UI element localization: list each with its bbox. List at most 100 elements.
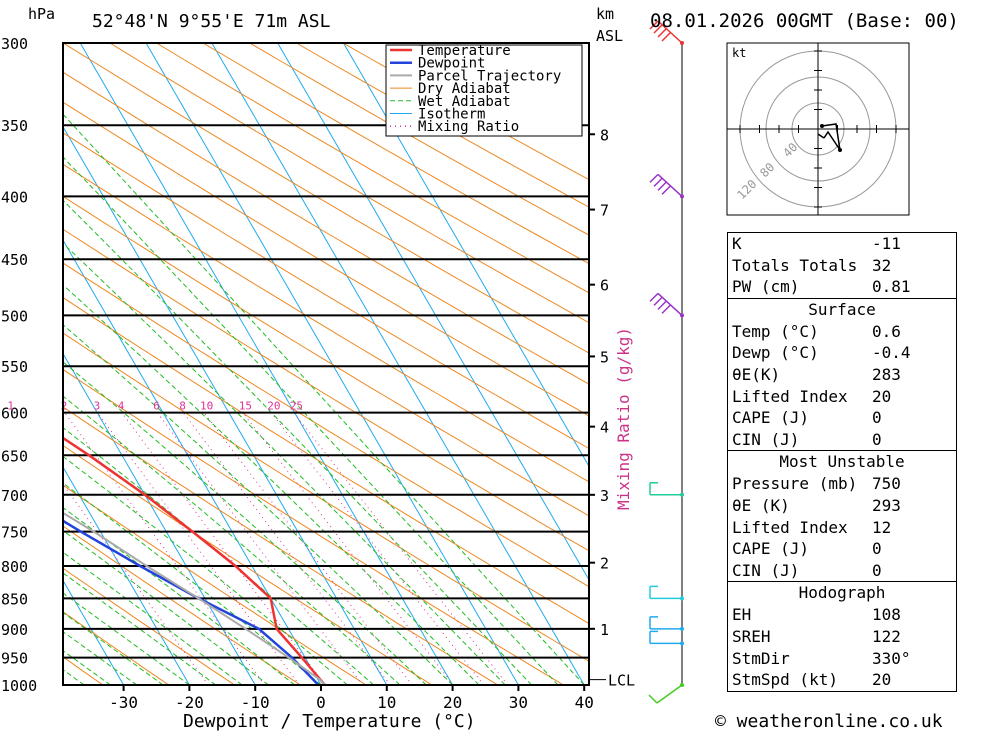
wind-barb xyxy=(649,616,682,630)
mixing-ratio-label: 1 xyxy=(7,400,14,413)
index-row: PW (cm) 0.81 xyxy=(728,276,956,298)
barb-shaft xyxy=(649,292,683,316)
pressure-tick-label: 350 xyxy=(1,117,28,135)
pressure-tick-label: 900 xyxy=(1,621,28,639)
temperature-line xyxy=(63,436,326,685)
dry-adiabat-line xyxy=(63,611,169,685)
index-row: Temp (°C) 0.6 xyxy=(728,321,956,343)
km-tick-label: 1 xyxy=(600,621,609,639)
legend-entry: Mixing Ratio xyxy=(418,119,519,135)
index-row: θE (K) 293 xyxy=(728,495,956,517)
index-label: Pressure (mb) xyxy=(732,474,858,494)
pressure-tick-label: 450 xyxy=(1,251,28,269)
km-tick-label: 3 xyxy=(600,487,609,505)
index-label: CIN (J) xyxy=(732,429,800,449)
indices-table: K -11 Totals Totals 32 PW (cm) 0.81 Surface T… xyxy=(727,232,957,692)
dry-adiabat-line xyxy=(63,525,301,685)
plot-frame xyxy=(62,42,590,686)
credit: © weatheronline.co.uk xyxy=(715,711,943,732)
dry-adiabat-line xyxy=(63,228,589,552)
x-tick-label: 30 xyxy=(509,693,528,712)
isotherm-line xyxy=(63,466,190,685)
km-tick-label: 8 xyxy=(600,126,609,144)
barb-shaft xyxy=(649,482,682,496)
index-label: Lifted Index xyxy=(732,386,848,406)
dry-adiabat-line xyxy=(63,332,589,662)
index-row: StmDir 330° xyxy=(728,648,956,670)
index-row: Lifted Index 12 xyxy=(728,517,956,539)
index-value: -0.4 xyxy=(872,343,911,363)
legend-entry: Isotherm xyxy=(418,107,485,123)
legend-entry: Dry Adiabat xyxy=(418,81,511,97)
index-label: CIN (J) xyxy=(732,560,800,580)
wind-barb xyxy=(648,684,683,704)
index-label: EH xyxy=(732,605,752,625)
hodograph-unit: kt xyxy=(732,46,746,60)
isotherm-line xyxy=(63,352,256,685)
x-tick-label: 10 xyxy=(377,693,396,712)
pressure-tick-label: 950 xyxy=(1,650,28,668)
index-row: SREH 122 xyxy=(728,626,956,648)
mixing-ratio-label: 20 xyxy=(267,400,280,413)
index-row: StmSpd (kt) 20 xyxy=(728,669,956,691)
surface-title: Surface xyxy=(808,299,876,319)
mixing-ratio-line xyxy=(293,412,509,685)
x-axis-label: Dewpoint / Temperature (°C) xyxy=(183,711,476,732)
index-label: StmSpd (kt) xyxy=(732,670,838,690)
barb-shaft xyxy=(649,616,682,630)
x-tick-label: -20 xyxy=(175,693,204,712)
dry-adiabat-line xyxy=(63,101,589,417)
mixing-ratio-label: 25 xyxy=(290,400,303,413)
mixing-ratio-label: 8 xyxy=(179,400,186,413)
wet-adiabat-line xyxy=(63,361,427,685)
wet-adiabat-line xyxy=(63,395,401,685)
mixing-ratio-line xyxy=(121,412,326,685)
index-label: PW (cm) xyxy=(732,277,800,297)
pressure-tick-label: 650 xyxy=(1,447,28,465)
index-row: CAPE (J) 0 xyxy=(728,407,956,429)
most-unstable-title: Most Unstable xyxy=(779,452,905,472)
isotherm-line xyxy=(343,43,589,468)
barb-shaft xyxy=(648,684,683,704)
barb-shaft xyxy=(649,585,682,600)
dry-adiabat-line xyxy=(156,43,589,294)
index-value: 20 xyxy=(872,386,892,406)
index-row: θE(K) 283 xyxy=(728,364,956,386)
legend-entry: Temperature xyxy=(418,43,511,59)
asl-label: ASL xyxy=(596,27,623,45)
mixing-ratio-label: 4 xyxy=(118,400,125,413)
km-label: km xyxy=(596,5,614,23)
x-tick-label: 40 xyxy=(575,693,594,712)
wind-barb xyxy=(649,585,682,600)
hodograph-point xyxy=(820,124,824,128)
wet-adiabat-line xyxy=(63,482,322,685)
legend-entry: Wet Adiabat xyxy=(418,94,511,110)
mixing-ratio-label: 10 xyxy=(200,400,213,413)
wet-adiabat-line xyxy=(63,611,164,685)
index-value: 32 xyxy=(872,255,892,275)
wind-barb xyxy=(649,482,682,496)
index-value: 0.6 xyxy=(872,321,901,341)
index-value: 293 xyxy=(872,495,901,515)
legend-entry: Parcel Trajectory xyxy=(418,68,561,84)
hpa-label: hPa xyxy=(28,5,55,23)
pressure-tick-label: 850 xyxy=(1,590,28,608)
pressure-tick-label: 300 xyxy=(1,35,28,53)
x-tick-label: 20 xyxy=(443,693,462,712)
dry-adiabat-line xyxy=(63,71,589,385)
index-value: 750 xyxy=(872,474,901,494)
mixing-ratio-label: 6 xyxy=(153,400,160,413)
index-value: 0 xyxy=(872,560,882,580)
index-label: StmDir xyxy=(732,648,790,668)
pressure-tick-label: 500 xyxy=(1,307,28,325)
dry-adiabat-line xyxy=(63,296,589,625)
pressure-tick-label: 600 xyxy=(1,405,28,423)
index-label: SREH xyxy=(732,626,771,646)
wet-adiabat-line xyxy=(63,427,374,685)
wet-adiabat-line xyxy=(63,592,190,685)
index-label: CAPE (J) xyxy=(732,408,810,428)
mixing-ratio-line xyxy=(97,412,300,685)
